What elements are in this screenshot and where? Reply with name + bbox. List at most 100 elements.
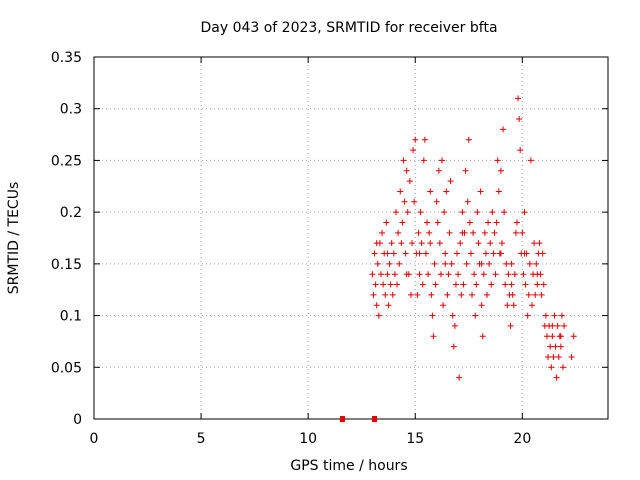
data-point xyxy=(412,136,419,143)
data-point xyxy=(400,157,407,164)
data-point xyxy=(531,240,538,247)
y-axis-label: SRMTID / TECUs xyxy=(6,182,22,295)
data-point xyxy=(512,229,519,236)
data-point xyxy=(534,281,541,288)
data-point xyxy=(454,250,461,257)
data-point xyxy=(373,240,380,247)
data-point xyxy=(488,281,495,288)
data-point xyxy=(491,229,498,236)
data-point xyxy=(479,333,486,340)
x-tick-label: 10 xyxy=(299,431,317,447)
data-point xyxy=(442,260,449,267)
data-point xyxy=(493,219,500,226)
data-point xyxy=(550,353,557,360)
data-point xyxy=(418,240,425,247)
data-point xyxy=(458,291,465,298)
data-point xyxy=(465,136,472,143)
data-point xyxy=(372,281,379,288)
data-point xyxy=(524,312,531,319)
data-point xyxy=(522,281,529,288)
data-point xyxy=(472,312,479,319)
data-point xyxy=(427,188,434,195)
data-point xyxy=(425,271,432,278)
chart-title: Day 043 of 2023, SRMTID for receiver bft… xyxy=(200,20,497,36)
y-tick-label: 0.3 xyxy=(60,102,82,118)
data-point xyxy=(436,240,443,247)
data-point xyxy=(416,271,423,278)
data-point xyxy=(404,209,411,216)
data-point xyxy=(474,209,481,216)
data-point xyxy=(431,260,438,267)
data-point xyxy=(403,271,410,278)
data-point xyxy=(532,291,539,298)
data-point xyxy=(384,250,391,257)
x-tick-label: 0 xyxy=(90,431,99,447)
data-point xyxy=(538,291,545,298)
data-point xyxy=(427,240,434,247)
data-point xyxy=(447,178,454,185)
data-point xyxy=(525,291,532,298)
data-point xyxy=(557,333,564,340)
data-point xyxy=(513,219,520,226)
data-point xyxy=(420,157,427,164)
data-point xyxy=(494,157,501,164)
data-point xyxy=(551,312,558,319)
data-point xyxy=(437,271,444,278)
data-point xyxy=(460,281,467,288)
data-point xyxy=(534,271,541,278)
data-point xyxy=(497,167,504,174)
data-point xyxy=(486,260,493,267)
data-point xyxy=(521,250,528,257)
y-tick-label: 0.25 xyxy=(51,153,82,169)
data-point xyxy=(392,209,399,216)
data-point xyxy=(457,240,464,247)
data-point xyxy=(505,271,512,278)
data-point xyxy=(536,240,543,247)
data-point xyxy=(466,219,473,226)
data-point xyxy=(371,250,378,257)
data-point xyxy=(459,229,466,236)
data-point xyxy=(428,291,435,298)
y-tick-label: 0.35 xyxy=(51,50,82,66)
data-point xyxy=(440,302,447,309)
data-point xyxy=(422,250,429,257)
data-point xyxy=(435,167,442,174)
data-point xyxy=(515,95,522,102)
plot-frame xyxy=(93,56,609,420)
data-point xyxy=(451,322,458,329)
data-point xyxy=(568,353,575,360)
data-point xyxy=(421,136,428,143)
data-point xyxy=(554,322,561,329)
data-point xyxy=(455,271,462,278)
data-point xyxy=(410,147,417,154)
data-point xyxy=(387,281,394,288)
y-tick-label: 0.1 xyxy=(60,309,82,325)
data-point xyxy=(450,343,457,350)
data-point xyxy=(439,157,446,164)
data-point xyxy=(510,302,517,309)
data-point xyxy=(483,291,490,298)
data-point xyxy=(504,302,511,309)
data-point xyxy=(545,353,552,360)
data-point xyxy=(386,260,393,267)
data-point xyxy=(542,312,549,319)
data-point xyxy=(557,343,564,350)
data-point xyxy=(509,291,516,298)
data-point xyxy=(520,271,527,278)
data-point xyxy=(441,209,448,216)
data-point xyxy=(382,291,389,298)
x-tick-labels: 0 5 10 15 20 xyxy=(90,431,532,447)
data-points xyxy=(339,95,577,422)
data-point xyxy=(416,250,423,257)
data-point xyxy=(527,157,534,164)
data-point xyxy=(552,343,559,350)
data-point xyxy=(503,260,510,267)
data-point xyxy=(495,188,502,195)
data-point xyxy=(372,416,378,422)
data-point xyxy=(432,281,439,288)
data-point xyxy=(445,271,452,278)
data-point xyxy=(403,167,410,174)
data-point xyxy=(446,229,453,236)
data-point xyxy=(415,229,422,236)
data-point xyxy=(480,271,487,278)
